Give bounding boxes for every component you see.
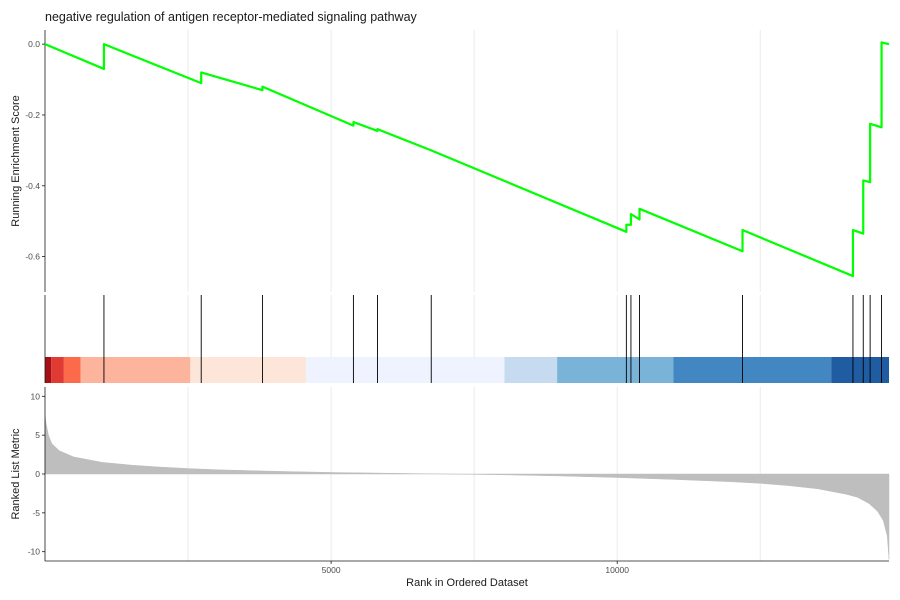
metric-tick-label-3: -5	[32, 508, 40, 518]
color-band-9	[831, 357, 889, 383]
y-axis-title-metric: Ranked List Metric	[10, 428, 22, 520]
es-tick-label-3: -0.6	[25, 252, 40, 262]
es-tick-label-0: 0.0	[28, 39, 40, 49]
color-band-5	[305, 357, 505, 383]
color-band-6	[504, 357, 558, 383]
es-tick-label-1: -0.2	[25, 110, 40, 120]
color-band-8	[673, 357, 832, 383]
color-band-4	[190, 357, 306, 383]
hits-panel	[44, 295, 889, 383]
color-band-7	[557, 357, 674, 383]
y-axis-title-enrichment: Running Enrichment Score	[10, 95, 22, 226]
es-tick-label-2: -0.4	[25, 181, 40, 191]
ranked-metric-panel: 10 5 0 -5 -10 5000 10000	[28, 387, 890, 575]
color-band-1	[51, 357, 64, 383]
x-tick-label-1: 10000	[605, 565, 629, 575]
chart-title: negative regulation of antigen receptor-…	[45, 10, 418, 24]
color-band-0	[45, 357, 52, 383]
enrichment-score-panel: 0.0 -0.2 -0.4 -0.6	[25, 30, 890, 292]
color-band-3	[80, 357, 191, 383]
metric-tick-label-4: -10	[28, 547, 41, 557]
x-axis-title: Rank in Ordered Dataset	[406, 577, 528, 589]
metric-tick-label-1: 5	[35, 430, 40, 440]
x-tick-label-0: 5000	[322, 565, 341, 575]
metric-tick-label-0: 10	[31, 391, 41, 401]
ranked-metric-area	[44, 415, 890, 560]
color-band-2	[63, 357, 81, 383]
enrichment-score-line	[44, 41, 890, 278]
metric-tick-label-2: 0	[35, 469, 40, 479]
